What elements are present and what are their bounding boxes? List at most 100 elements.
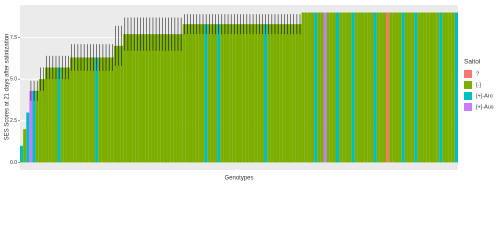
bar: [439, 12, 443, 163]
bar: [248, 24, 252, 163]
bar: [414, 12, 418, 163]
bar: [379, 12, 383, 163]
bar: [126, 34, 130, 163]
bar: [63, 67, 67, 163]
bar: [392, 12, 396, 163]
bar: [207, 24, 211, 163]
bar: [129, 34, 133, 163]
bar: [270, 24, 274, 163]
bar: [167, 34, 171, 163]
bar: [76, 57, 80, 163]
bar: [135, 34, 139, 163]
bar: [395, 12, 399, 163]
bar: [354, 12, 358, 163]
bar: [170, 34, 174, 163]
bar: [79, 57, 83, 163]
bar: [157, 34, 161, 163]
x-axis-title: Genotypes: [224, 176, 253, 182]
bar: [239, 24, 243, 163]
bar: [201, 24, 205, 163]
bar: [101, 57, 105, 163]
bar: [88, 57, 92, 163]
bar: [367, 12, 371, 163]
bar: [176, 34, 180, 163]
bar: [320, 12, 324, 163]
y-tick-label: 5.0: [10, 76, 17, 82]
bar: [195, 24, 199, 163]
bar: [192, 24, 196, 163]
bar: [223, 24, 227, 163]
y-tick-label: 0.0: [10, 160, 17, 166]
legend-label: ?: [476, 71, 479, 77]
legend-label: [+]-Aus: [476, 104, 494, 110]
bar: [26, 112, 30, 163]
bar: [188, 24, 193, 163]
bar: [98, 57, 102, 163]
bar: [229, 24, 233, 163]
bar: [217, 24, 221, 163]
bar: [361, 12, 365, 163]
bar: [292, 24, 296, 163]
bar: [323, 12, 327, 163]
bar: [73, 57, 77, 163]
bar: [257, 24, 261, 163]
bar: [35, 90, 39, 163]
bar: [57, 67, 61, 163]
y-tick-label: 2.5: [10, 118, 17, 124]
bar: [151, 34, 155, 163]
bar: [20, 145, 24, 163]
bar: [276, 24, 280, 163]
bar: [329, 12, 333, 163]
bar: [32, 90, 36, 163]
bar: [282, 24, 286, 163]
bar: [420, 12, 424, 163]
y-tick-label: 7.5: [10, 35, 17, 41]
bar: [411, 12, 415, 163]
bar: [389, 12, 393, 163]
bar: [242, 24, 246, 163]
bar: [226, 24, 230, 163]
bar: [110, 57, 114, 163]
bar: [198, 24, 202, 163]
bar: [23, 129, 27, 163]
bar: [245, 24, 249, 163]
legend-key: [464, 70, 472, 78]
bar: [442, 12, 446, 163]
bar: [220, 24, 224, 163]
bar: [51, 67, 55, 163]
bar: [451, 12, 455, 163]
bar: [204, 24, 208, 163]
bar: [407, 12, 412, 163]
bar: [182, 24, 186, 163]
bar: [342, 12, 346, 163]
bar: [335, 12, 340, 163]
bar: [339, 12, 343, 163]
bar: [107, 57, 111, 163]
bar: [145, 34, 149, 163]
bar: [376, 12, 380, 163]
bar: [364, 12, 368, 163]
bar: [285, 24, 290, 163]
bar: [326, 12, 330, 163]
bar: [314, 12, 318, 163]
bar: [429, 12, 433, 163]
bar: [307, 12, 311, 163]
bar: [66, 67, 71, 163]
bar: [148, 34, 152, 163]
bar: [113, 45, 117, 163]
bar: [273, 24, 277, 163]
bar: [426, 12, 430, 163]
bar: [298, 24, 302, 163]
bar: [289, 24, 293, 163]
bar: [123, 34, 127, 163]
bar: [185, 24, 189, 163]
bar: [404, 12, 408, 163]
bar: [423, 12, 427, 163]
bar: [301, 12, 305, 163]
bar: [163, 34, 168, 163]
bar: [160, 34, 164, 163]
bar: [332, 12, 336, 163]
bar: [386, 12, 390, 163]
bar: [85, 57, 89, 163]
bar: [373, 12, 377, 163]
